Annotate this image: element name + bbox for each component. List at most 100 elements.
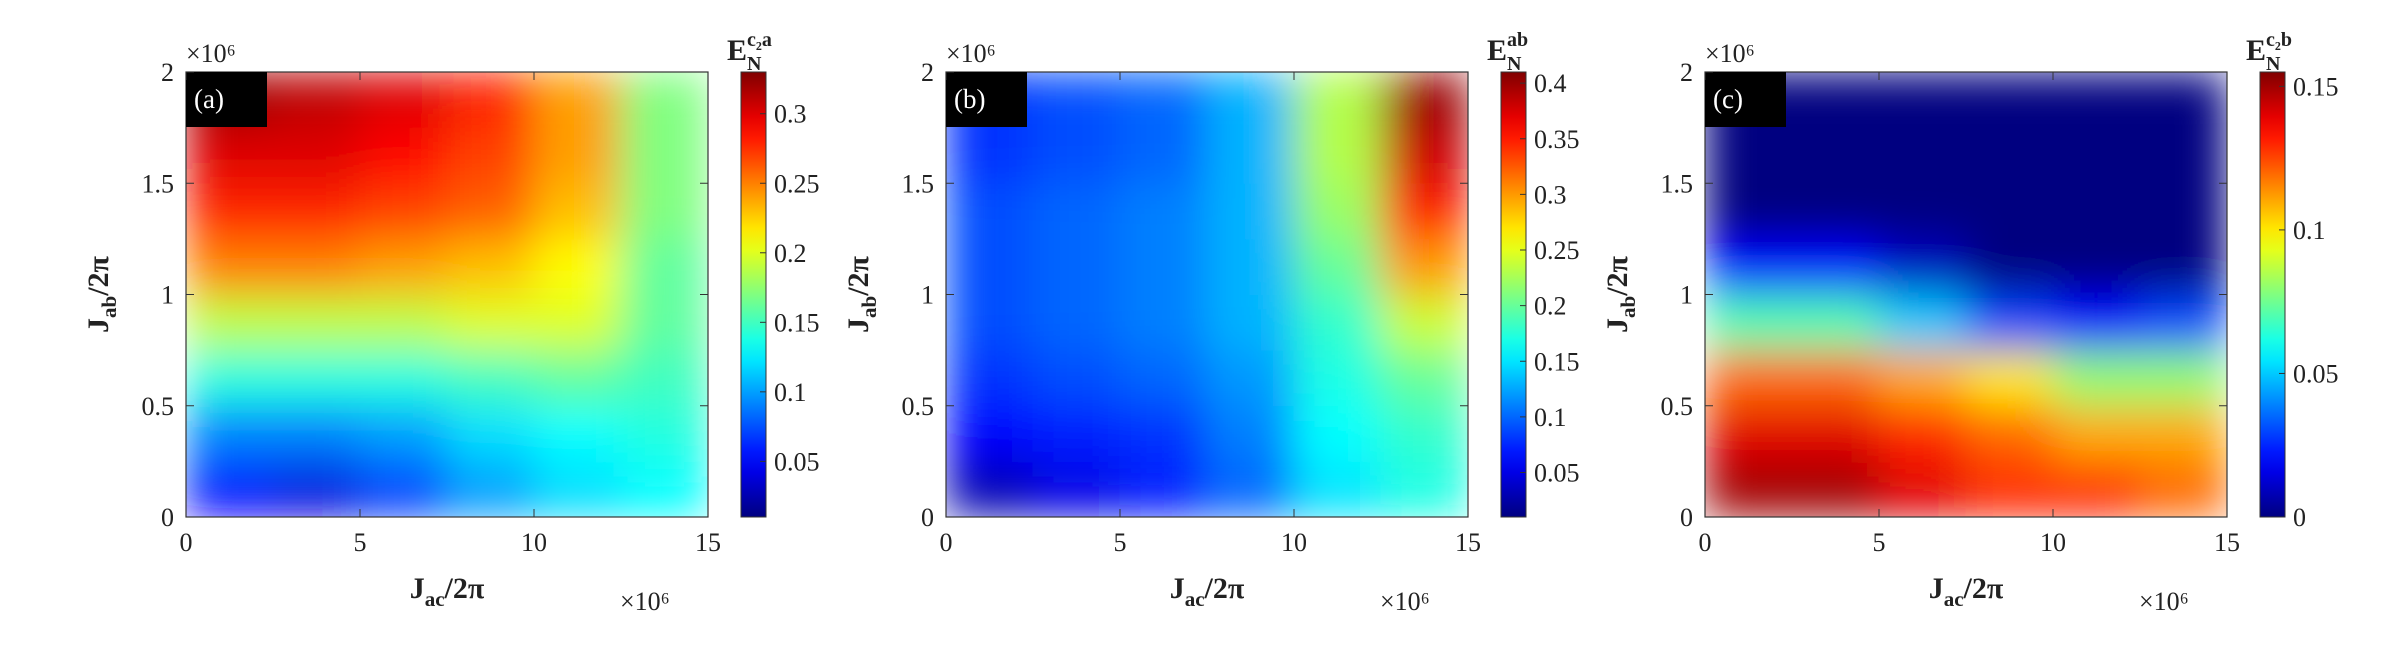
heatmap-cell [533, 238, 622, 295]
heatmap-cell [1878, 127, 1967, 184]
heatmap-cell [1705, 127, 1793, 184]
colorbar-tick-label: 0.2 [1534, 292, 1567, 321]
heatmap-cell [1380, 238, 1468, 295]
heatmap-cell [1293, 238, 1382, 295]
heatmap-cell [2052, 349, 2141, 407]
y-axis-label-symbol: J [842, 318, 875, 333]
heatmap-cell [1705, 405, 1793, 462]
colorbar-tick-label: 0.15 [2293, 72, 2339, 101]
heatmap-cell [272, 294, 361, 351]
heatmap-cell [1791, 182, 1880, 240]
heatmap-cell [946, 238, 1034, 295]
x-axis-label-suffix: /2π [444, 572, 485, 605]
colorbar-tick-label: 0.35 [1534, 125, 1580, 154]
y-tick-label: 1.5 [142, 169, 175, 198]
heatmap-cell [1965, 182, 2054, 240]
heatmap-cell [1878, 405, 1967, 462]
heatmap-cell [2052, 294, 2141, 351]
heatmap-cell [946, 127, 1034, 184]
colorbar-tick-label: 0.15 [1534, 347, 1580, 376]
heatmap-cell [272, 127, 361, 184]
x-tick-label: 5 [1873, 528, 1886, 557]
colorbar-tick-label: 0.1 [774, 378, 807, 407]
y-axis-label-subscript: ab [1616, 296, 1640, 318]
heatmap-cell [359, 294, 448, 351]
colorbar-tick-label: 0.05 [2293, 359, 2339, 388]
heatmap-cell [620, 72, 708, 129]
heatmap-cell [1965, 349, 2054, 407]
heatmap-cell [272, 238, 361, 295]
heatmap-cell [1705, 182, 1793, 240]
x-axis-label-suffix: /2π [1204, 572, 1245, 605]
heatmap-cell [1206, 127, 1295, 184]
heatmap-cell [1032, 127, 1121, 184]
heatmap-cell [186, 294, 274, 351]
y-tick-label: 2 [921, 58, 934, 87]
heatmap-cell [359, 349, 448, 407]
heatmap-cell [1791, 238, 1880, 295]
y-axis-label-subscript: ab [97, 296, 121, 318]
heatmap-cell [1206, 72, 1295, 129]
x-tick-label: 15 [2214, 528, 2240, 557]
heatmap-cell [533, 127, 622, 184]
colorbar-tick-label: 0.25 [1534, 236, 1580, 265]
y-axis-label-symbol: J [1601, 318, 1634, 333]
heatmap-cell [359, 72, 448, 129]
x-tick-label: 5 [1114, 528, 1127, 557]
heatmap-cell [1705, 460, 1793, 517]
heatmap-cell [533, 405, 622, 462]
colorbar [1500, 71, 1527, 518]
heatmap-cell [620, 127, 708, 184]
heatmap-cells [186, 72, 708, 517]
heatmap-cell [186, 349, 274, 407]
colorbar [2259, 71, 2286, 518]
x-axis-label-symbol: J [410, 572, 425, 605]
heatmap-cell [1878, 182, 1967, 240]
x-axis-label-suffix: /2π [1963, 572, 2004, 605]
colorbar-tick-label: 0.05 [774, 447, 820, 476]
heatmap-cell [1293, 460, 1382, 517]
heatmap-cell [186, 460, 274, 517]
x-axis-label: Jac/2π [1929, 572, 2004, 611]
colorbar-label-superscript: ab [1507, 29, 1528, 51]
heatmap-cell [2139, 460, 2227, 517]
y-exponent: ×10⁶ [186, 39, 236, 68]
colorbar-tick-label: 0.25 [774, 169, 820, 198]
x-tick-label: 0 [180, 528, 193, 557]
y-exponent: ×10⁶ [1705, 39, 1755, 68]
heatmap-cell [2139, 294, 2227, 351]
heatmap-cell [1380, 294, 1468, 351]
heatmap-cell [2139, 72, 2227, 129]
heatmap-cell [1380, 460, 1468, 517]
y-tick-label: 1.5 [902, 169, 935, 198]
y-axis-label-subscript: ab [857, 296, 881, 318]
heatmap-cell [533, 460, 622, 517]
heatmap-cell [1032, 405, 1121, 462]
colorbar-label-symbol: E [2246, 34, 2266, 67]
heatmap-cell [946, 405, 1034, 462]
heatmap-cell [1705, 294, 1793, 351]
heatmap-cell [1380, 349, 1468, 407]
x-axis-label-subscript: ac [1185, 587, 1205, 611]
heatmap-cell [1206, 405, 1295, 462]
panel-label: (c) [1713, 84, 1743, 114]
y-tick-label: 2 [1680, 58, 1693, 87]
y-axis-label-suffix: /2π [1601, 255, 1634, 296]
x-tick-label: 5 [354, 528, 367, 557]
heatmap-cell [946, 460, 1034, 517]
y-axis-label: Jab/2π [842, 255, 881, 333]
heatmap-cell [446, 72, 535, 129]
heatmap-cell [1119, 460, 1208, 517]
heatmap-cell [186, 182, 274, 240]
panel-label-box [946, 72, 1027, 127]
heatmap-cell [1032, 294, 1121, 351]
x-axis-label-subscript: ac [1944, 587, 1964, 611]
heatmap-cell [1206, 182, 1295, 240]
heatmap-cell [1119, 405, 1208, 462]
heatmap-cell [2052, 460, 2141, 517]
heatmap-cell [272, 349, 361, 407]
heatmap-cell [1380, 405, 1468, 462]
x-tick-label: 10 [521, 528, 547, 557]
heatmap-cell [1965, 72, 2054, 129]
colorbar-tick-label: 0.2 [774, 239, 807, 268]
